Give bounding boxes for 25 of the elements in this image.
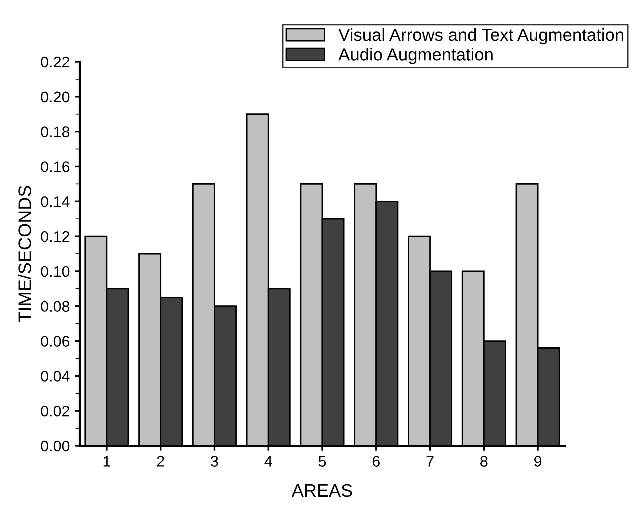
x-tick-label: 6 xyxy=(372,456,380,467)
legend-label: Audio Augmentation xyxy=(338,48,493,64)
y-tick-label: 0.22 xyxy=(41,56,70,68)
y-tick-label: 0.16 xyxy=(41,162,70,172)
y-tick-label: 0.18 xyxy=(41,126,70,138)
x-axis-title: AREAS xyxy=(292,484,352,498)
y-tick-label: 0.14 xyxy=(41,196,70,208)
y-tick-label: 0.10 xyxy=(41,266,70,278)
x-tick-label: 8 xyxy=(480,456,488,467)
x-tick-label: 1 xyxy=(104,456,110,467)
y-tick-label: 0.20 xyxy=(41,92,70,103)
y-tick-label: 0.00 xyxy=(41,440,70,452)
x-tick-label: 7 xyxy=(426,456,434,467)
y-axis-title: TIME/SECONDS xyxy=(18,186,32,322)
x-tick-label: 4 xyxy=(264,456,272,467)
y-tick-label: 0.06 xyxy=(41,336,70,347)
y-tick-label: 0.04 xyxy=(41,371,70,382)
legend-label: Visual Arrows and Text Augmentation xyxy=(338,28,624,45)
x-tick-label: 9 xyxy=(534,456,542,467)
x-tick-label: 3 xyxy=(211,456,218,467)
x-tick-label: 2 xyxy=(157,456,164,467)
x-tick-label: 5 xyxy=(318,456,326,467)
y-tick-label: 0.08 xyxy=(41,301,70,312)
y-tick-label: 0.12 xyxy=(41,231,70,242)
y-tick-label: 0.02 xyxy=(41,406,70,417)
